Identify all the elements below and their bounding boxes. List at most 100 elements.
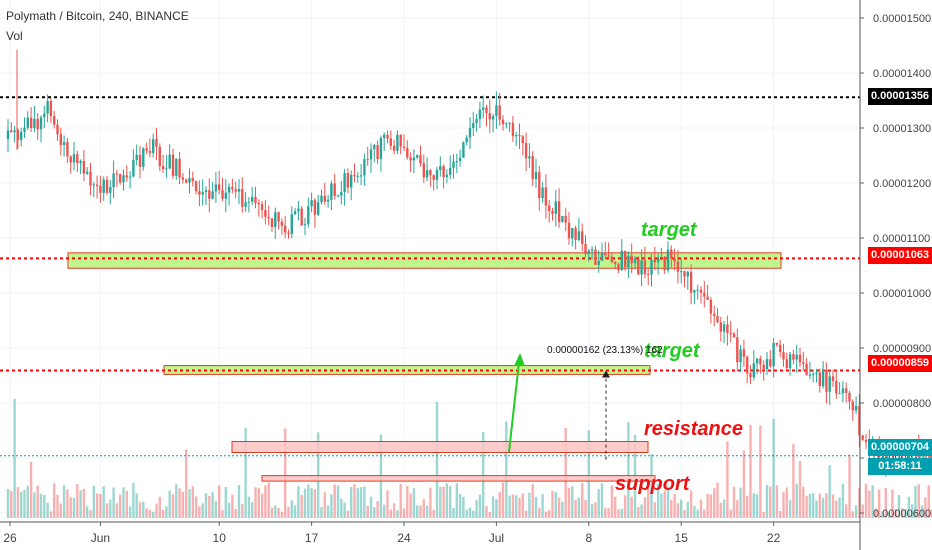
volume-bar bbox=[825, 493, 828, 518]
volume-bar bbox=[749, 424, 752, 518]
candle-body bbox=[699, 289, 703, 293]
volume-bar bbox=[323, 492, 326, 518]
candle-body bbox=[709, 299, 713, 314]
candle-body bbox=[62, 141, 66, 146]
candle-body bbox=[165, 168, 168, 170]
candle-body bbox=[76, 154, 79, 164]
measure-label: 0.00000162 (23.13%) 162 bbox=[547, 345, 663, 356]
candle-body bbox=[782, 352, 785, 360]
candle-body bbox=[20, 132, 23, 140]
volume-bar bbox=[920, 505, 924, 518]
candle-body bbox=[802, 362, 805, 364]
volume-bar bbox=[26, 485, 29, 518]
candle-body bbox=[485, 107, 488, 114]
candle-body bbox=[346, 173, 350, 188]
candle-body bbox=[696, 289, 699, 291]
volume-bar bbox=[56, 494, 59, 518]
candle-body bbox=[303, 224, 307, 226]
candle-body bbox=[406, 148, 409, 158]
volume-bar bbox=[653, 502, 656, 518]
candle-body bbox=[330, 183, 333, 200]
x-tick-label: Jun bbox=[91, 531, 110, 545]
volume-bar bbox=[884, 487, 887, 518]
candle-body bbox=[198, 191, 201, 195]
candle-body bbox=[541, 187, 544, 198]
candle-body bbox=[633, 258, 637, 264]
volume-bar bbox=[858, 487, 861, 518]
volume-bar bbox=[772, 418, 775, 518]
volume-bar bbox=[402, 508, 406, 518]
volume-bar bbox=[713, 488, 716, 518]
volume-bar bbox=[541, 494, 544, 518]
candle-body bbox=[257, 203, 260, 205]
candle-body bbox=[112, 173, 115, 188]
candle-body bbox=[452, 161, 455, 168]
volume-bar bbox=[432, 509, 435, 518]
volume-bar bbox=[475, 500, 478, 518]
y-tick-label: 0.00000800 bbox=[873, 398, 931, 410]
candle-body bbox=[326, 199, 330, 202]
candle-body bbox=[227, 186, 231, 193]
candle-body bbox=[290, 214, 293, 235]
candle-body bbox=[607, 255, 610, 257]
candle-body bbox=[719, 322, 722, 332]
x-tick-label: 26 bbox=[3, 531, 17, 545]
candle-body bbox=[653, 259, 656, 263]
candle-body bbox=[340, 192, 343, 196]
candle-body bbox=[647, 273, 650, 275]
candle-body bbox=[277, 212, 280, 222]
volume-bar bbox=[610, 485, 614, 518]
volume-bar bbox=[119, 494, 122, 518]
candle-body bbox=[749, 373, 752, 378]
candle-body bbox=[858, 406, 861, 436]
candle-body bbox=[396, 134, 399, 151]
volume-bar bbox=[412, 488, 416, 518]
volume-bar bbox=[343, 502, 346, 518]
annotation-support: support bbox=[615, 473, 690, 495]
volume-bar bbox=[891, 489, 894, 518]
price-tag-red-lower: 0.00000859 bbox=[868, 355, 932, 372]
volume-bar bbox=[670, 499, 673, 518]
candle-body bbox=[445, 174, 449, 178]
volume-bar bbox=[828, 465, 831, 518]
candle-body bbox=[356, 175, 359, 177]
candle-body bbox=[808, 374, 812, 376]
candle-body bbox=[6, 130, 10, 139]
candle-body bbox=[254, 197, 257, 204]
volume-bar bbox=[191, 486, 194, 518]
volume-bar bbox=[416, 505, 419, 518]
volume-bar bbox=[152, 511, 155, 518]
candle-body bbox=[46, 100, 49, 114]
candle-body bbox=[670, 249, 673, 259]
x-tick-label: 24 bbox=[397, 531, 411, 545]
volume-bar bbox=[155, 503, 158, 518]
candle-body bbox=[201, 192, 204, 195]
volume-bar bbox=[835, 500, 838, 518]
candle-body bbox=[551, 210, 554, 214]
candle-body bbox=[122, 175, 125, 183]
volume-bar bbox=[706, 493, 709, 518]
volume-bar bbox=[241, 503, 244, 518]
candle-body bbox=[505, 123, 508, 125]
volume-bar bbox=[46, 502, 49, 518]
volume-bar bbox=[511, 494, 515, 518]
candle-body bbox=[660, 256, 663, 258]
candle-body bbox=[92, 184, 95, 186]
volume-bar bbox=[798, 460, 802, 518]
volume-bar bbox=[538, 507, 541, 518]
candle-body bbox=[105, 179, 109, 193]
candle-body bbox=[39, 117, 43, 130]
candle-body bbox=[284, 225, 287, 233]
candle-body bbox=[115, 173, 119, 175]
volume-bar bbox=[779, 510, 782, 518]
candle-body bbox=[231, 186, 234, 190]
annotation-target-lower: target bbox=[644, 340, 700, 362]
volume-bar bbox=[574, 499, 577, 518]
candle-body bbox=[366, 159, 369, 161]
candle-body bbox=[825, 369, 828, 392]
candle-body bbox=[237, 189, 241, 192]
volume-bar bbox=[802, 486, 805, 518]
candle-body bbox=[693, 290, 696, 293]
volume-bar bbox=[726, 441, 729, 518]
